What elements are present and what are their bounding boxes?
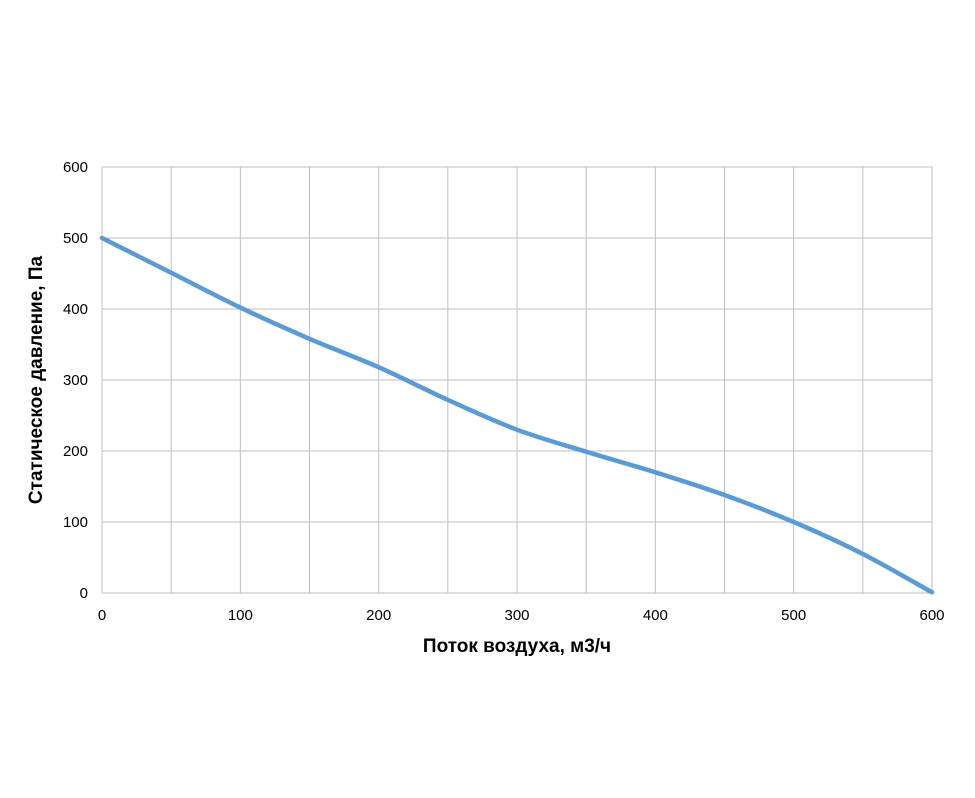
x-tick-label: 0	[98, 607, 106, 624]
y-tick-label: 100	[63, 514, 88, 531]
series-group	[99, 235, 935, 595]
x-tick-label: 200	[366, 607, 391, 624]
y-tick-label: 200	[63, 443, 88, 460]
y-tick-label: 500	[63, 230, 88, 247]
x-axis-title: Поток воздуха, м3/ч	[423, 636, 611, 657]
grid-lines	[102, 167, 932, 593]
x-tick-label: 400	[643, 607, 668, 624]
x-tick-label: 600	[919, 607, 944, 624]
y-tick-label: 0	[80, 585, 88, 602]
y-axis-title: Статическое давление, Па	[26, 255, 47, 504]
x-tick-label: 100	[228, 607, 253, 624]
x-tick-label: 500	[781, 607, 806, 624]
y-tick-label: 300	[63, 372, 88, 389]
y-tick-label: 400	[63, 301, 88, 318]
x-axis-ticks: 0 100 200 300 400 500 600	[98, 607, 945, 624]
series-line	[99, 235, 935, 595]
plot-border	[101, 166, 933, 594]
x-tick-label: 300	[504, 607, 529, 624]
y-axis-ticks: 0 100 200 300 400 500 600	[63, 159, 88, 602]
y-tick-label: 600	[63, 159, 88, 176]
